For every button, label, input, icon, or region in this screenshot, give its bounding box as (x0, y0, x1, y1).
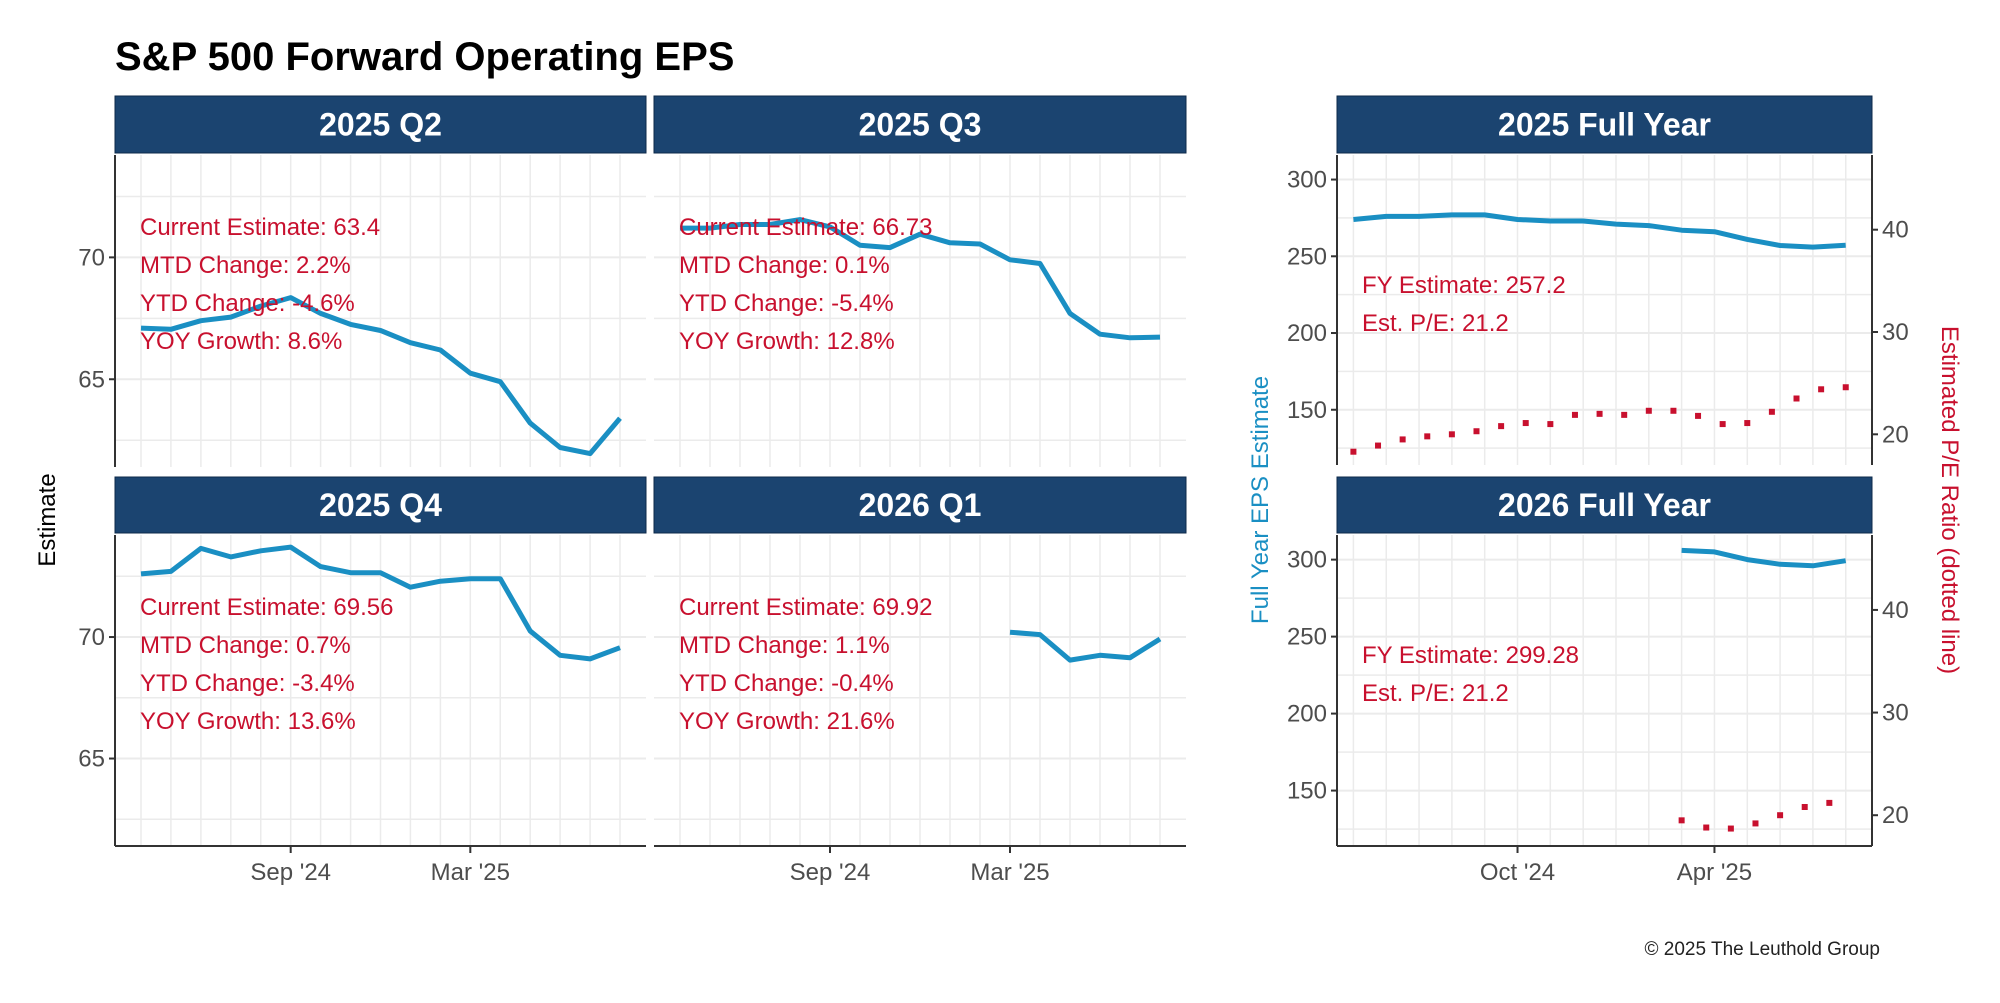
pe-ratio-dot (1801, 803, 1808, 810)
pe-ratio-dot (1752, 820, 1759, 827)
y-tick-label: 70 (78, 624, 105, 651)
annotation-text: YOY Growth: 12.8% (679, 328, 895, 355)
facet-strip (114, 476, 647, 534)
pe-ratio-dot (1703, 824, 1710, 831)
facet-panel-2025-q4: 2025 Q4 65 70 Sep '24 Mar '25 Current Estimat… (78, 476, 647, 886)
x-tick-label: Oct '24 (1480, 859, 1555, 886)
annotation-text: FY Estimate: 257.2 (1362, 272, 1566, 299)
y-tick-label-right: 40 (1882, 217, 1909, 244)
pe-ratio-dot (1621, 411, 1628, 418)
pe-ratio-dot (1571, 411, 1578, 418)
eps-estimate-line (1353, 212, 1846, 250)
annotation-text: Current Estimate: 63.4 (140, 214, 380, 241)
pe-ratio-dot (1678, 817, 1685, 824)
annotation-text: MTD Change: 0.1% (679, 252, 890, 279)
pe-ratio-dot (1547, 421, 1554, 428)
pe-ratio-dot (1793, 395, 1800, 402)
pe-ratio-dot (1842, 384, 1849, 391)
pe-ratio-dot (1350, 448, 1357, 455)
pe-ratio-dot (1522, 420, 1529, 427)
facet-panel-2025-q3: 2025 Q3 Current Estimate: 66.73 MTD Change… (653, 95, 1187, 467)
annotation-text: Est. P/E: 21.2 (1362, 310, 1509, 337)
facet-panel-2026-q1: 2026 Q1 Sep '24 Mar '25 Current Estimate: 6… (653, 476, 1187, 886)
y-tick-label-right: 20 (1882, 421, 1909, 448)
facet-strip-label: 2026 Full Year (1498, 487, 1711, 523)
y-tick-label-right: 30 (1882, 700, 1909, 727)
facet-strip-label: 2025 Q3 (859, 107, 982, 143)
pe-ratio-dot (1826, 799, 1833, 806)
y-tick-label-left: 200 (1287, 701, 1327, 728)
pe-ratio-dot (1399, 436, 1406, 443)
eps-estimate-line (1681, 547, 1847, 569)
y-tick-label-left: 200 (1287, 320, 1327, 347)
pe-ratio-dot (1777, 812, 1784, 819)
y-axis-title-left: Full Year EPS Estimate (1247, 376, 1274, 624)
facet-strip (1336, 95, 1873, 154)
annotation-text: Current Estimate: 66.73 (679, 214, 932, 241)
facet-strip (653, 95, 1187, 154)
y-tick-label-left: 150 (1287, 778, 1327, 805)
pe-ratio-dot (1448, 431, 1455, 438)
facet-strip-label: 2026 Q1 (859, 487, 982, 523)
x-tick-label: Sep '24 (790, 859, 871, 886)
annotation-text: MTD Change: 2.2% (140, 252, 351, 279)
annotation-text: YTD Change: -5.4% (679, 290, 894, 317)
pe-ratio-dot (1727, 825, 1734, 832)
chart-title: S&P 500 Forward Operating EPS (115, 35, 734, 79)
copyright-caption: © 2025 The Leuthold Group (1645, 939, 1881, 960)
annotation-text: FY Estimate: 299.28 (1362, 642, 1579, 669)
facet-panel-2025-q2: 2025 Q2 65 70 Current Estimate: 63.4 MTD Cha… (78, 95, 647, 467)
y-tick-label-left: 150 (1287, 397, 1327, 424)
facet-panel-2026-full-year: 2026 Full Year 150 200 250 300 20 30 40 Oct '24 A… (1287, 476, 1909, 886)
pe-ratio-dot (1670, 407, 1677, 414)
annotation-text: YOY Growth: 8.6% (140, 328, 342, 355)
facet-strip (114, 95, 647, 154)
y-tick-label-right: 30 (1882, 319, 1909, 346)
annotation-text: YTD Change: -0.4% (679, 670, 894, 697)
annotation-text: MTD Change: 0.7% (140, 632, 351, 659)
eps-estimate-line (1009, 629, 1162, 663)
y-tick-label-left: 250 (1287, 243, 1327, 270)
y-tick-label: 65 (78, 746, 105, 773)
facet-strip (1336, 476, 1873, 534)
facet-panel-2025-full-year: 2025 Full Year 150 200 250 300 20 30 40 FY Estim… (1287, 95, 1909, 465)
x-tick-label: Apr '25 (1677, 859, 1752, 886)
annotation-text: Current Estimate: 69.56 (140, 594, 393, 621)
pe-ratio-dot (1424, 433, 1431, 440)
pe-ratio-dot (1596, 410, 1603, 417)
pe-ratio-dot (1695, 412, 1702, 419)
pe-ratio-dot (1719, 421, 1726, 428)
y-tick-label: 65 (78, 366, 105, 393)
annotation-text: Current Estimate: 69.92 (679, 594, 932, 621)
pe-ratio-dot (1498, 423, 1505, 430)
x-tick-label: Mar '25 (431, 859, 510, 886)
annotation-text: YTD Change: -4.6% (140, 290, 355, 317)
x-tick-label: Sep '24 (250, 859, 331, 886)
pe-ratio-dot (1744, 420, 1751, 427)
annotation-text: YOY Growth: 21.6% (679, 708, 895, 735)
annotation-text: YOY Growth: 13.6% (140, 708, 356, 735)
pe-ratio-dot (1818, 386, 1825, 393)
y-tick-label-left: 250 (1287, 624, 1327, 651)
annotation-text: Est. P/E: 21.2 (1362, 680, 1509, 707)
pe-ratio-dot (1473, 428, 1480, 435)
facet-strip-label: 2025 Q2 (319, 107, 442, 143)
y-tick-label-left: 300 (1287, 547, 1327, 574)
y-tick-label-right: 40 (1882, 597, 1909, 624)
y-axis-title-right: Estimated P/E Ratio (dotted line) (1936, 326, 1963, 674)
annotation-text: MTD Change: 1.1% (679, 632, 890, 659)
facet-strip-label: 2025 Full Year (1498, 107, 1711, 143)
facet-strip (653, 476, 1187, 534)
y-axis-title: Estimate (34, 473, 61, 566)
y-tick-label-right: 20 (1882, 802, 1909, 829)
pe-ratio-dot (1375, 442, 1382, 449)
pe-ratio-dot (1768, 408, 1775, 415)
facet-strip-label: 2025 Q4 (319, 487, 442, 523)
pe-ratio-dot (1645, 407, 1652, 414)
y-tick-label-left: 300 (1287, 167, 1327, 194)
x-tick-label: Mar '25 (970, 859, 1049, 886)
annotation-text: YTD Change: -3.4% (140, 670, 355, 697)
y-tick-label: 70 (78, 244, 105, 271)
